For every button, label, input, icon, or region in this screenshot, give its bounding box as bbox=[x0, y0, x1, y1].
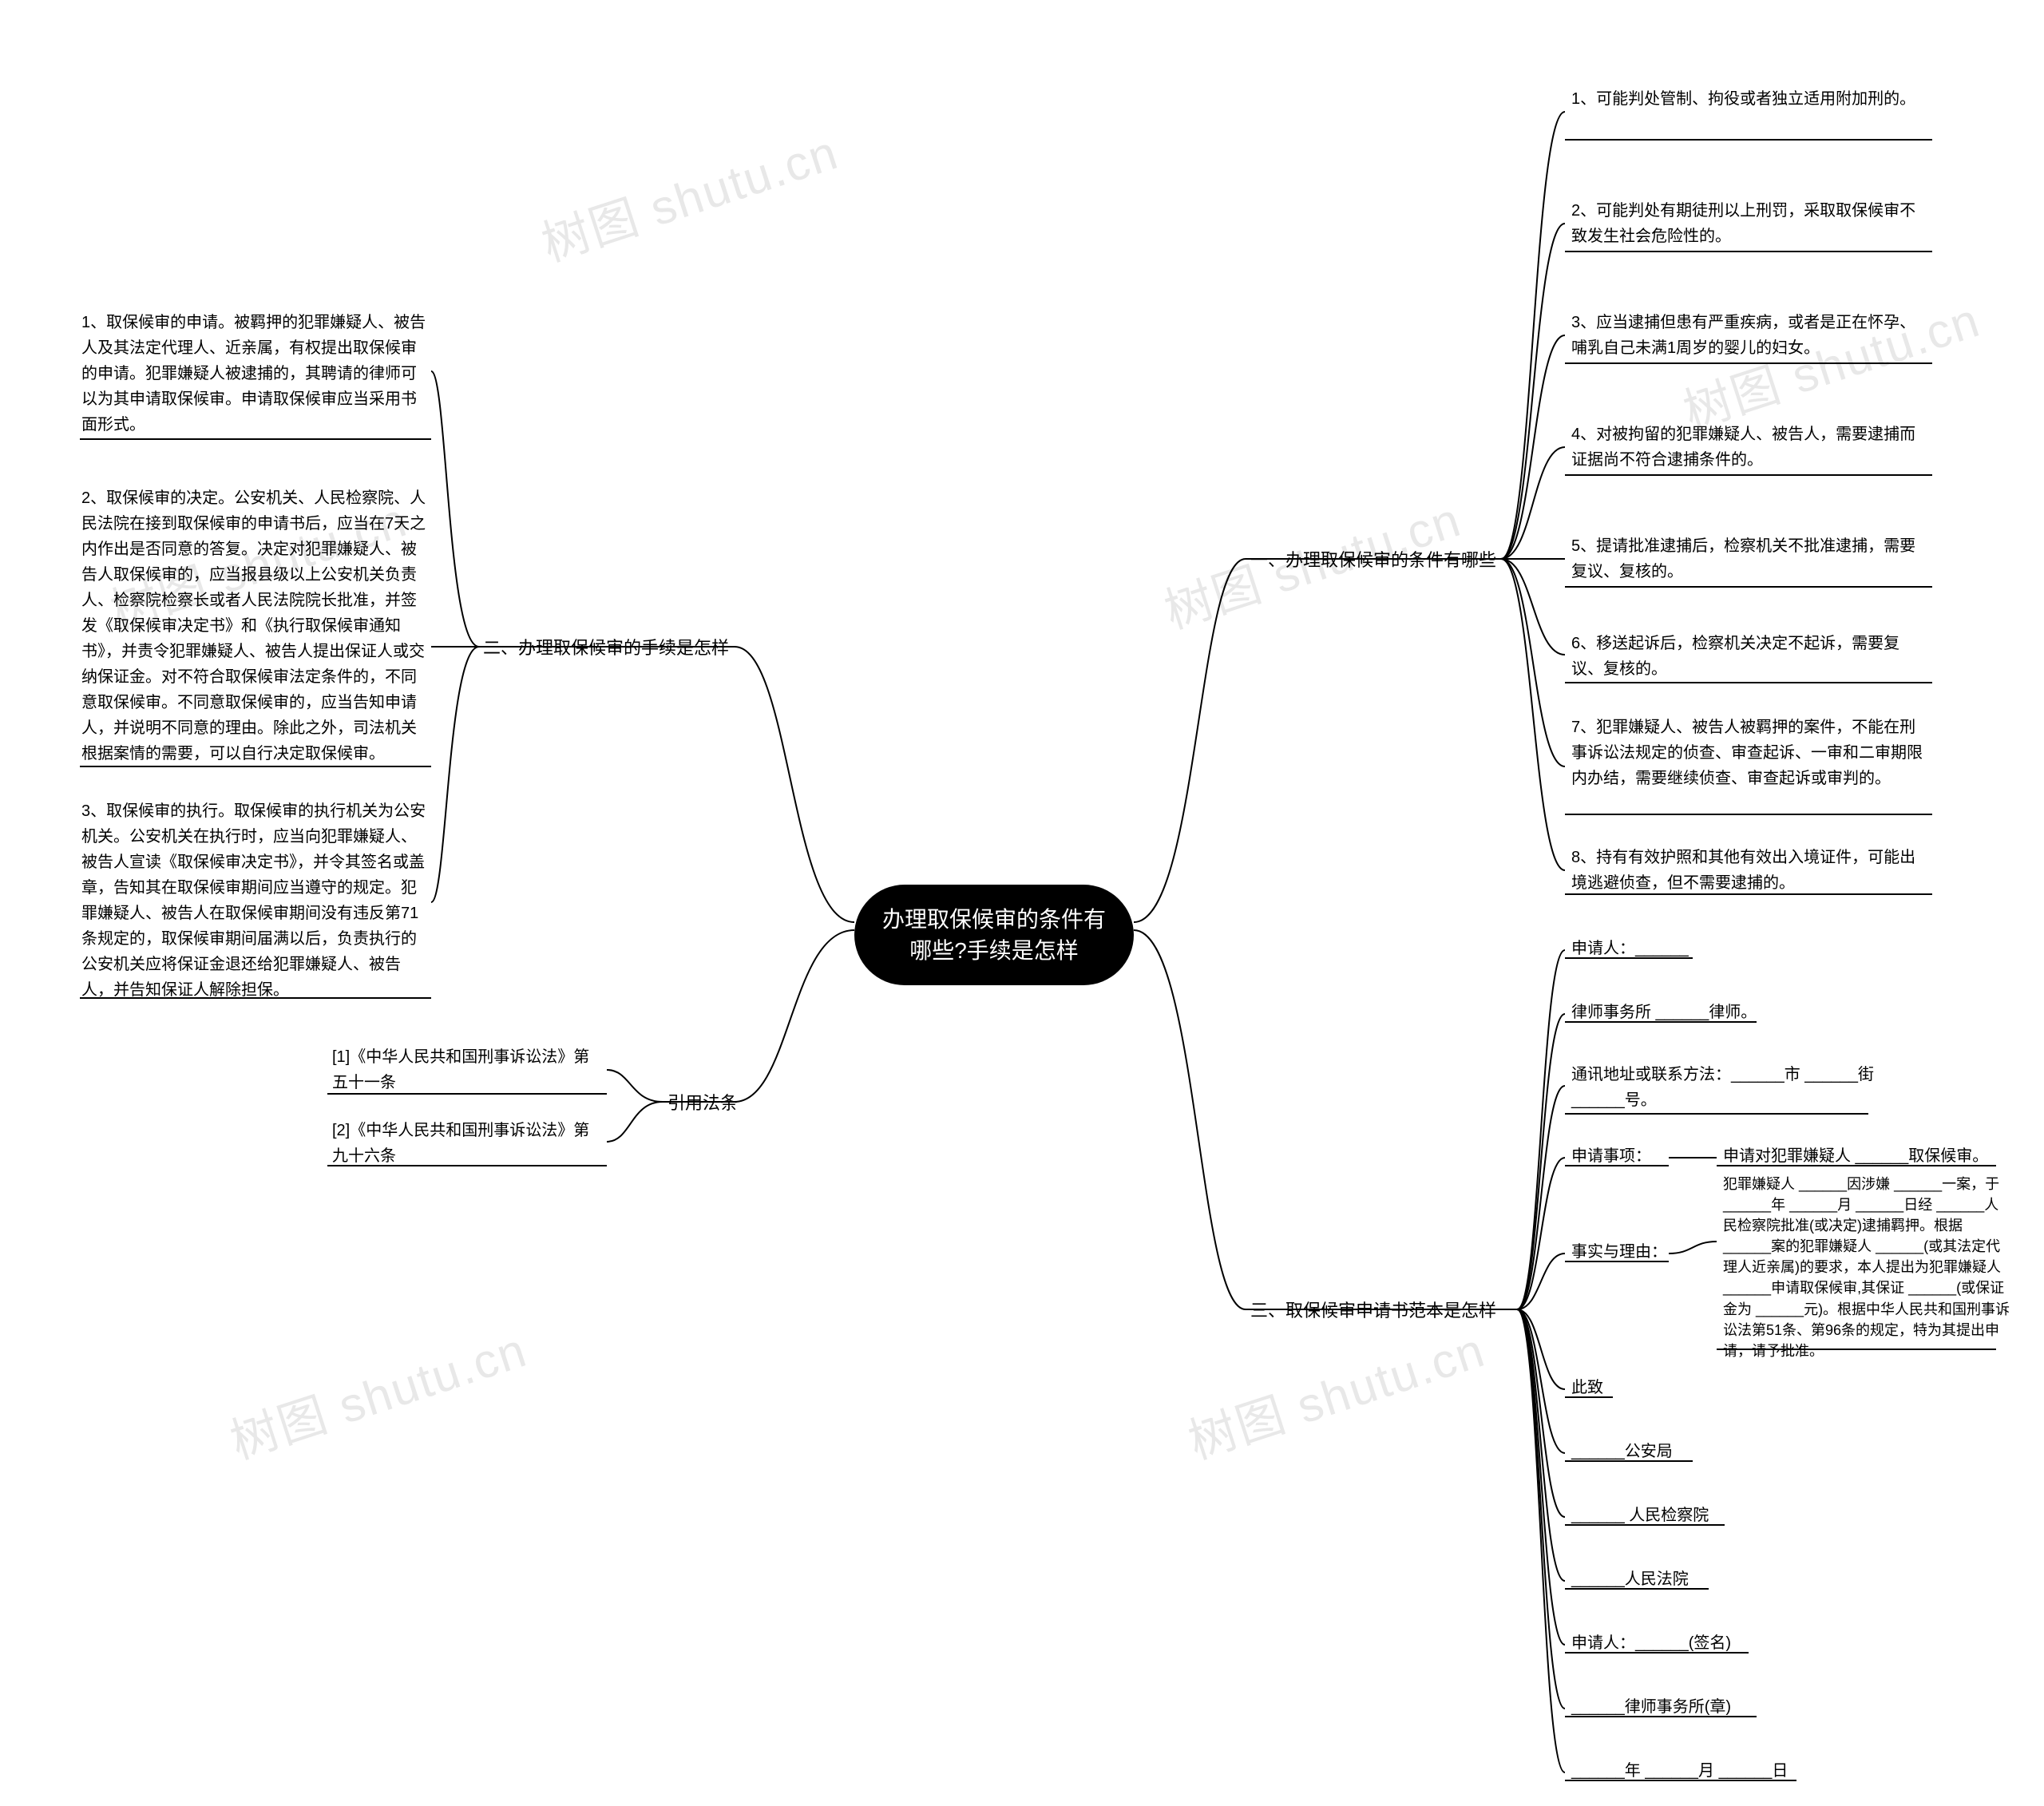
leaf-r1-5: 6、移送起诉后，检察机关决定不起诉，需要复议、复核的。 bbox=[1571, 631, 1931, 682]
leaf-r1-0: 1、可能判处管制、拘役或者独立适用附加刑的。 bbox=[1571, 86, 1931, 112]
branch-l-ref: 引用法条 bbox=[667, 1089, 738, 1117]
leaf-r3-11: ______年 ______月 ______日 bbox=[1571, 1758, 1931, 1784]
leaf-r3-10: ______律师事务所(章) bbox=[1571, 1694, 1931, 1720]
leaf-l2-1: 2、取保候审的决定。公安机关、人民检察院、人民法院在接到取保候审的申请书后，应当… bbox=[81, 485, 429, 766]
leaf-r3-4-sub: 犯罪嫌疑人 ______因涉嫌 ______一案，于 ______年 _____… bbox=[1723, 1174, 2010, 1361]
leaf-r1-3: 4、对被拘留的犯罪嫌疑人、被告人，需要逮捕而证据尚不符合逮捕条件的。 bbox=[1571, 422, 1931, 473]
leaf-l2-0: 1、取保候审的申请。被羁押的犯罪嫌疑人、被告人及其法定代理人、近亲属，有权提出取… bbox=[81, 310, 429, 438]
branch-l2: 二、办理取保候审的手续是怎样 bbox=[483, 634, 729, 662]
leaf-r1-4: 5、提请批准逮捕后，检察机关不批准逮捕，需要复议、复核的。 bbox=[1571, 533, 1931, 584]
watermark: 树图 shutu.cn bbox=[1178, 1312, 1493, 1473]
leaf-r3-0: 申请人：______ bbox=[1571, 936, 1931, 961]
leaf-r3-5: 此致 bbox=[1571, 1375, 1931, 1400]
branch-label: 一、办理取保候审的条件有哪些 bbox=[1250, 550, 1496, 570]
leaf-r3-2: 通讯地址或联系方法：______市 ______街 ______号。 bbox=[1571, 1062, 1875, 1113]
root-label: 办理取保候审的条件有哪些?手续是怎样 bbox=[882, 907, 1106, 963]
leaf-r1-6: 7、犯罪嫌疑人、被告人被羁押的案件，不能在刑事诉讼法规定的侦查、审查起诉、一审和… bbox=[1571, 715, 1931, 791]
leaf-l2-2: 3、取保候审的执行。取保候审的执行机关为公安机关。公安机关在执行时，应当向犯罪嫌… bbox=[81, 798, 429, 1003]
leaf-r3-3: 申请事项： bbox=[1571, 1143, 1675, 1169]
leaf-r3-1: 律师事务所 ______律师。 bbox=[1571, 1000, 1931, 1025]
leaf-r3-9: 申请人：______(签名) bbox=[1571, 1630, 1931, 1656]
branch-label: 二、办理取保候审的手续是怎样 bbox=[483, 638, 729, 658]
watermark: 树图 shutu.cn bbox=[532, 114, 846, 275]
branch-label: 引用法条 bbox=[667, 1093, 738, 1113]
leaf-r3-8: ______人民法院 bbox=[1571, 1566, 1931, 1592]
branch-label: 三、取保候审申请书范本是怎样 bbox=[1250, 1301, 1496, 1321]
leaf-lref-1: [2]《中华人民共和国刑事诉讼法》第九十六条 bbox=[332, 1118, 604, 1169]
watermark: 树图 shutu.cn bbox=[1674, 282, 1988, 443]
leaf-r1-2: 3、应当逮捕但患有严重疾病，或者是正在怀孕、哺乳自己未满1周岁的婴儿的妇女。 bbox=[1571, 310, 1931, 361]
leaf-r3-4: 事实与理由： bbox=[1571, 1239, 1675, 1265]
mindmap-canvas: 树图 shutu.cn 树图 shutu.cn 树图 shutu.cn 树图 s… bbox=[0, 0, 2044, 1806]
leaf-r3-6: ______公安局 bbox=[1571, 1439, 1931, 1464]
leaf-r3-3-sub: 申请对犯罪嫌疑人 ______取保候审。 bbox=[1723, 1143, 2010, 1169]
branch-r3: 三、取保候审申请书范本是怎样 bbox=[1250, 1297, 1496, 1325]
root-node: 办理取保候审的条件有哪些?手续是怎样 bbox=[854, 885, 1134, 985]
leaf-r1-7: 8、持有有效护照和其他有效出入境证件，可能出境逃避侦查，但不需要逮捕的。 bbox=[1571, 845, 1931, 896]
leaf-r1-1: 2、可能判处有期徒刑以上刑罚，采取取保候审不致发生社会危险性的。 bbox=[1571, 198, 1931, 249]
watermark: 树图 shutu.cn bbox=[220, 1312, 535, 1473]
leaf-lref-0: [1]《中华人民共和国刑事诉讼法》第五十一条 bbox=[332, 1044, 604, 1095]
branch-r1: 一、办理取保候审的条件有哪些 bbox=[1250, 546, 1496, 574]
leaf-r3-7: ______ 人民检察院 bbox=[1571, 1503, 1931, 1528]
